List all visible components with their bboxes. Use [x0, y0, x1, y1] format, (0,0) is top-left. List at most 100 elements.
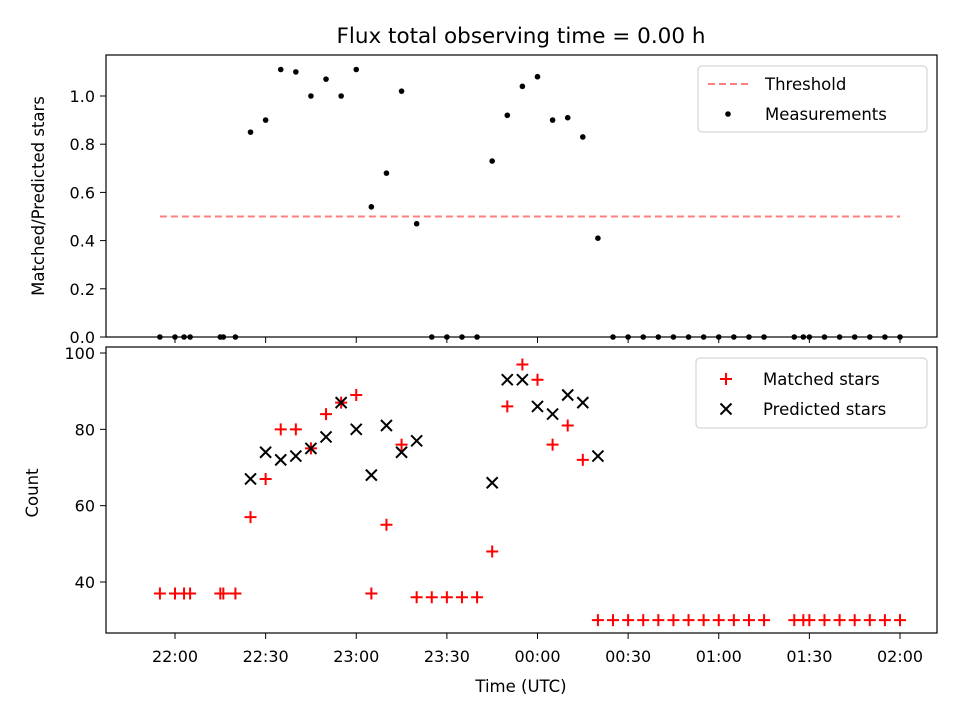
matched-star-point — [471, 591, 484, 604]
matched-star-point — [455, 591, 468, 604]
predicted-star-point — [546, 407, 559, 421]
top-y-tick-label: 0.0 — [70, 328, 95, 347]
predicted-star-point — [350, 423, 363, 436]
matched-star-point — [878, 614, 891, 627]
measurement-point — [277, 66, 284, 73]
predicted-star-point — [576, 396, 590, 409]
matched-star-point — [259, 472, 272, 485]
predicted-star-point — [485, 476, 499, 489]
matched-star-point — [320, 408, 333, 421]
matched-star-point — [591, 614, 604, 627]
matched-star-point — [425, 591, 438, 604]
matched-star-point — [758, 614, 771, 627]
top-y-tick-label: 0.8 — [70, 135, 95, 154]
top-y-tick-label: 0.4 — [70, 232, 95, 251]
predicted-star-point — [395, 446, 408, 459]
matched-star-point — [531, 373, 544, 386]
matched-star-point — [244, 511, 257, 524]
matched-star-point — [516, 358, 529, 371]
predicted-star-point — [516, 373, 529, 386]
matched-star-point — [274, 423, 287, 436]
bottom-y-tick-label: 40 — [75, 573, 95, 592]
legend-predicted-swatch — [719, 402, 733, 416]
measurement-point — [413, 220, 420, 227]
predicted-star-point — [561, 388, 574, 402]
legend-matched-label: Matched stars — [763, 370, 880, 389]
legend-measurements-swatch — [725, 111, 731, 117]
measurement-point — [580, 134, 586, 140]
measurement-point — [293, 69, 299, 75]
top-legend-box — [697, 65, 928, 133]
predicted-star-point — [531, 400, 544, 413]
matched-star-point — [833, 614, 846, 627]
matched-star-point — [395, 438, 408, 451]
matched-star-point — [440, 591, 453, 604]
matched-star-point — [546, 438, 559, 451]
matched-star-point — [863, 614, 876, 627]
bottom-legend: Matched stars Predicted stars — [695, 357, 928, 429]
predicted-star-point — [365, 468, 378, 482]
matched-star-point — [818, 614, 831, 627]
matched-star-point — [153, 587, 166, 600]
measurement-point — [534, 73, 541, 80]
predicted-star-point — [334, 396, 348, 409]
top-legend: Threshold Measurements — [697, 65, 928, 133]
bottom-y-axis-label: Count — [23, 468, 42, 518]
matched-star-point — [742, 614, 755, 627]
matched-star-point — [501, 400, 514, 413]
bottom-axes-frame — [105, 346, 938, 634]
matched-star-point — [712, 614, 725, 627]
matched-star-point — [803, 614, 816, 627]
predicted-star-point — [259, 446, 272, 459]
matched-star-point — [184, 587, 197, 600]
predicted-star-point — [319, 430, 333, 444]
legend-predicted-label: Predicted stars — [763, 400, 886, 419]
x-tick-label: 00:30 — [605, 647, 651, 666]
chart-title: Flux total observing time = 0.00 h — [337, 24, 706, 49]
measurement-point — [504, 112, 511, 119]
matched-star-point — [350, 388, 363, 401]
matched-star-point — [727, 614, 740, 627]
predicted-star-point — [274, 453, 287, 467]
legend-measurements-label: Measurements — [765, 105, 887, 124]
matched-star-point — [697, 614, 710, 627]
x-tick-label: 01:30 — [786, 647, 832, 666]
matched-star-point — [607, 614, 620, 627]
matched-star-point — [682, 614, 695, 627]
matched-star-point — [365, 587, 378, 600]
top-axes-frame — [105, 54, 938, 338]
matched-star-point — [229, 587, 242, 600]
matched-star-point — [410, 591, 423, 604]
top-y-axis: 0.0 0.2 0.4 0.6 0.8 1.0 — [70, 87, 901, 347]
matched-star-point — [576, 453, 589, 466]
measurement-point — [247, 129, 254, 135]
x-tick-label: 01:00 — [696, 647, 742, 666]
matched-star-point — [380, 518, 393, 531]
x-tick-label: 02:00 — [877, 647, 923, 666]
legend-matched-swatch — [720, 373, 732, 385]
predicted-star-point — [591, 449, 605, 463]
measurement-point — [519, 83, 526, 90]
measurement-point — [308, 93, 314, 99]
matched-star-point — [561, 419, 574, 432]
measurement-point — [262, 117, 269, 123]
matched-star-point — [848, 614, 861, 627]
legend-threshold-label: Threshold — [764, 75, 846, 94]
x-tick-label: 22:00 — [152, 647, 198, 666]
matched-star-point — [622, 614, 635, 627]
predicted-star-point — [289, 449, 303, 463]
x-axis-label: Time (UTC) — [474, 677, 566, 696]
predicted-star-point — [410, 434, 423, 447]
measurement-point — [564, 114, 571, 121]
top-plot-area — [157, 66, 903, 340]
top-y-tick-label: 0.6 — [70, 183, 95, 202]
bottom-y-tick-label: 60 — [75, 497, 95, 516]
top-y-axis-label: Matched/Predicted stars — [29, 96, 48, 296]
matched-star-point — [217, 587, 230, 600]
measurement-point — [595, 235, 601, 241]
matched-star-point — [637, 614, 650, 627]
top-y-tick-label: 1.0 — [70, 87, 95, 106]
x-tick-label: 00:00 — [514, 647, 560, 666]
top-y-tick-label: 0.2 — [70, 280, 95, 299]
predicted-star-point — [244, 472, 257, 486]
